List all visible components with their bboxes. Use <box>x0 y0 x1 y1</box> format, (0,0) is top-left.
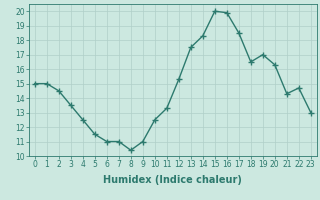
X-axis label: Humidex (Indice chaleur): Humidex (Indice chaleur) <box>103 175 242 185</box>
